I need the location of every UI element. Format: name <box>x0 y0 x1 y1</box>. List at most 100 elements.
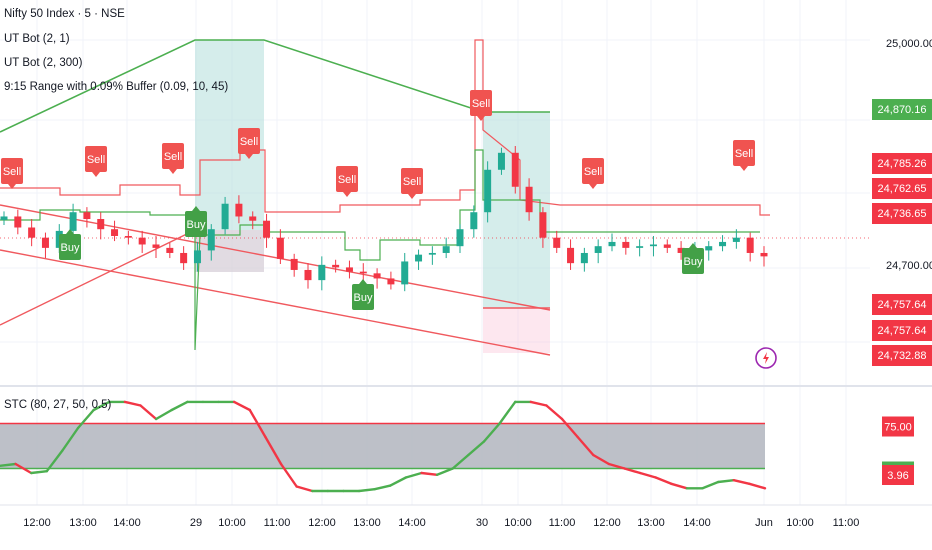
candle-body <box>249 216 257 221</box>
legend-stc[interactable]: STC (80, 27, 50, 0.5) <box>4 399 112 411</box>
stc-line <box>0 400 767 493</box>
time-tick-label: 10:00 <box>786 517 814 529</box>
candle-body <box>111 229 119 236</box>
signal-badges: Sell Buy Sell Sell Buy Sell Sell Buy Sell Sell Sel… <box>1 90 755 310</box>
candle-body <box>373 273 381 279</box>
candle-body <box>456 229 464 247</box>
stc-pane <box>0 400 767 493</box>
candle-body <box>276 237 284 259</box>
signal-badge-pointer <box>169 169 177 174</box>
candle-body <box>180 252 188 264</box>
horizontal-gridlines <box>0 39 870 343</box>
time-tick-label: 11:00 <box>264 517 291 529</box>
stc-segment <box>232 400 251 412</box>
signal-badge-pointer <box>689 243 697 248</box>
stc-segment <box>435 467 454 476</box>
candle-body <box>525 186 533 213</box>
candle-body <box>138 237 146 245</box>
range-zone-30 <box>483 112 550 308</box>
legend-ut-bot-1[interactable]: UT Bot (2, 1) <box>4 33 70 45</box>
signal-badge-box <box>470 90 492 116</box>
buy-signal-badge: Buy <box>682 243 704 274</box>
candle-body <box>290 258 298 270</box>
time-tick-label: 10:00 <box>218 517 246 529</box>
candle-body <box>387 278 395 285</box>
price-tag-bg <box>872 99 932 120</box>
time-tick-label: 13:00 <box>69 517 97 529</box>
signal-badge-box <box>162 143 184 169</box>
legend-ut-bot-2[interactable]: UT Bot (2, 300) <box>4 57 83 69</box>
stc-segment <box>529 400 548 407</box>
price-tag-bg <box>872 178 932 199</box>
candle-body <box>152 244 160 248</box>
signal-badge-pointer <box>408 194 416 199</box>
signal-badge-box <box>85 146 107 172</box>
price-axis[interactable]: 25,000.00 24,700.00 <box>886 38 932 272</box>
stc-segment <box>0 462 17 467</box>
sell-signal-badge: Sell <box>733 140 755 171</box>
stc-segment <box>482 422 501 443</box>
stc-segment <box>61 426 80 452</box>
candle-body <box>0 216 8 220</box>
stc-segment <box>732 479 751 485</box>
candle-body <box>401 261 409 285</box>
stc-segment <box>264 435 283 466</box>
stc-segment <box>607 462 626 470</box>
stc-segment <box>451 453 470 470</box>
sell-signal-badge: Sell <box>401 168 423 199</box>
price-tag-labels: 24,870.16 24,785.26 24,762.65 24,736.65 24,7… <box>872 99 932 366</box>
candle-body <box>28 227 36 238</box>
stc-segment <box>279 462 298 488</box>
stc-segment <box>654 476 673 485</box>
signal-badge-pointer <box>740 166 748 171</box>
stc-price-tags: 75.0025.003.96 <box>882 416 914 485</box>
candle-body <box>580 252 588 264</box>
stc-segment <box>592 453 611 466</box>
price-tag-label: 24,736.65 <box>878 208 927 220</box>
signal-badge-label: Sell <box>3 166 21 178</box>
signal-badge-box <box>185 211 207 237</box>
candle-body <box>539 212 547 238</box>
sell-signal-badge: Sell <box>336 166 358 197</box>
time-tick-label: Jun <box>755 517 773 529</box>
time-tick-label: 13:00 <box>353 517 381 529</box>
candle-body <box>608 241 616 247</box>
candle-body <box>193 250 201 264</box>
stc-segment <box>623 467 642 475</box>
candle-body <box>732 237 740 242</box>
stc-segment <box>357 488 376 493</box>
stc-segment <box>45 449 64 473</box>
candle-body <box>415 254 423 262</box>
candle-body <box>442 246 450 253</box>
time-tick-label: 29 <box>190 517 202 529</box>
stc-segment <box>716 479 735 484</box>
candle-body <box>83 212 91 220</box>
candle-body <box>207 229 215 251</box>
signal-badge-pointer <box>192 206 200 211</box>
main-pane-bg <box>0 0 870 382</box>
signal-badge-box <box>59 234 81 260</box>
lightning-icon[interactable] <box>755 347 777 369</box>
time-tick-label: 14:00 <box>113 517 141 529</box>
legend-range-buffer[interactable]: 9:15 Range with 0.09% Buffer (0.09, 10, … <box>4 81 229 93</box>
signal-badge-pointer <box>343 192 351 197</box>
candle-body <box>649 244 657 247</box>
price-tag-label: 24,870.16 <box>878 104 927 116</box>
sell-signal-badge: Sell <box>85 146 107 177</box>
time-axis[interactable]: 12:00 13:00 14:00 29 10:00 11:00 12:00 13:00 14:… <box>23 517 859 529</box>
stc-segment <box>638 471 657 479</box>
stc-price-tag-bg <box>882 465 914 485</box>
signal-badge-label: Sell <box>338 174 356 186</box>
range-high-line-29 <box>0 204 551 311</box>
candle-body <box>318 264 326 281</box>
candle-body <box>511 152 519 187</box>
stc-segment <box>123 400 142 407</box>
candle-body <box>345 267 353 272</box>
legend-symbol[interactable]: Nifty 50 Index · 5 · NSE <box>4 8 125 20</box>
time-tick-label: 12:00 <box>308 517 336 529</box>
time-tick-label: 12:00 <box>593 517 621 529</box>
price-tag-label: 24,732.88 <box>878 350 927 362</box>
signal-badge-box <box>401 168 423 194</box>
signal-badge-label: Sell <box>735 148 753 160</box>
